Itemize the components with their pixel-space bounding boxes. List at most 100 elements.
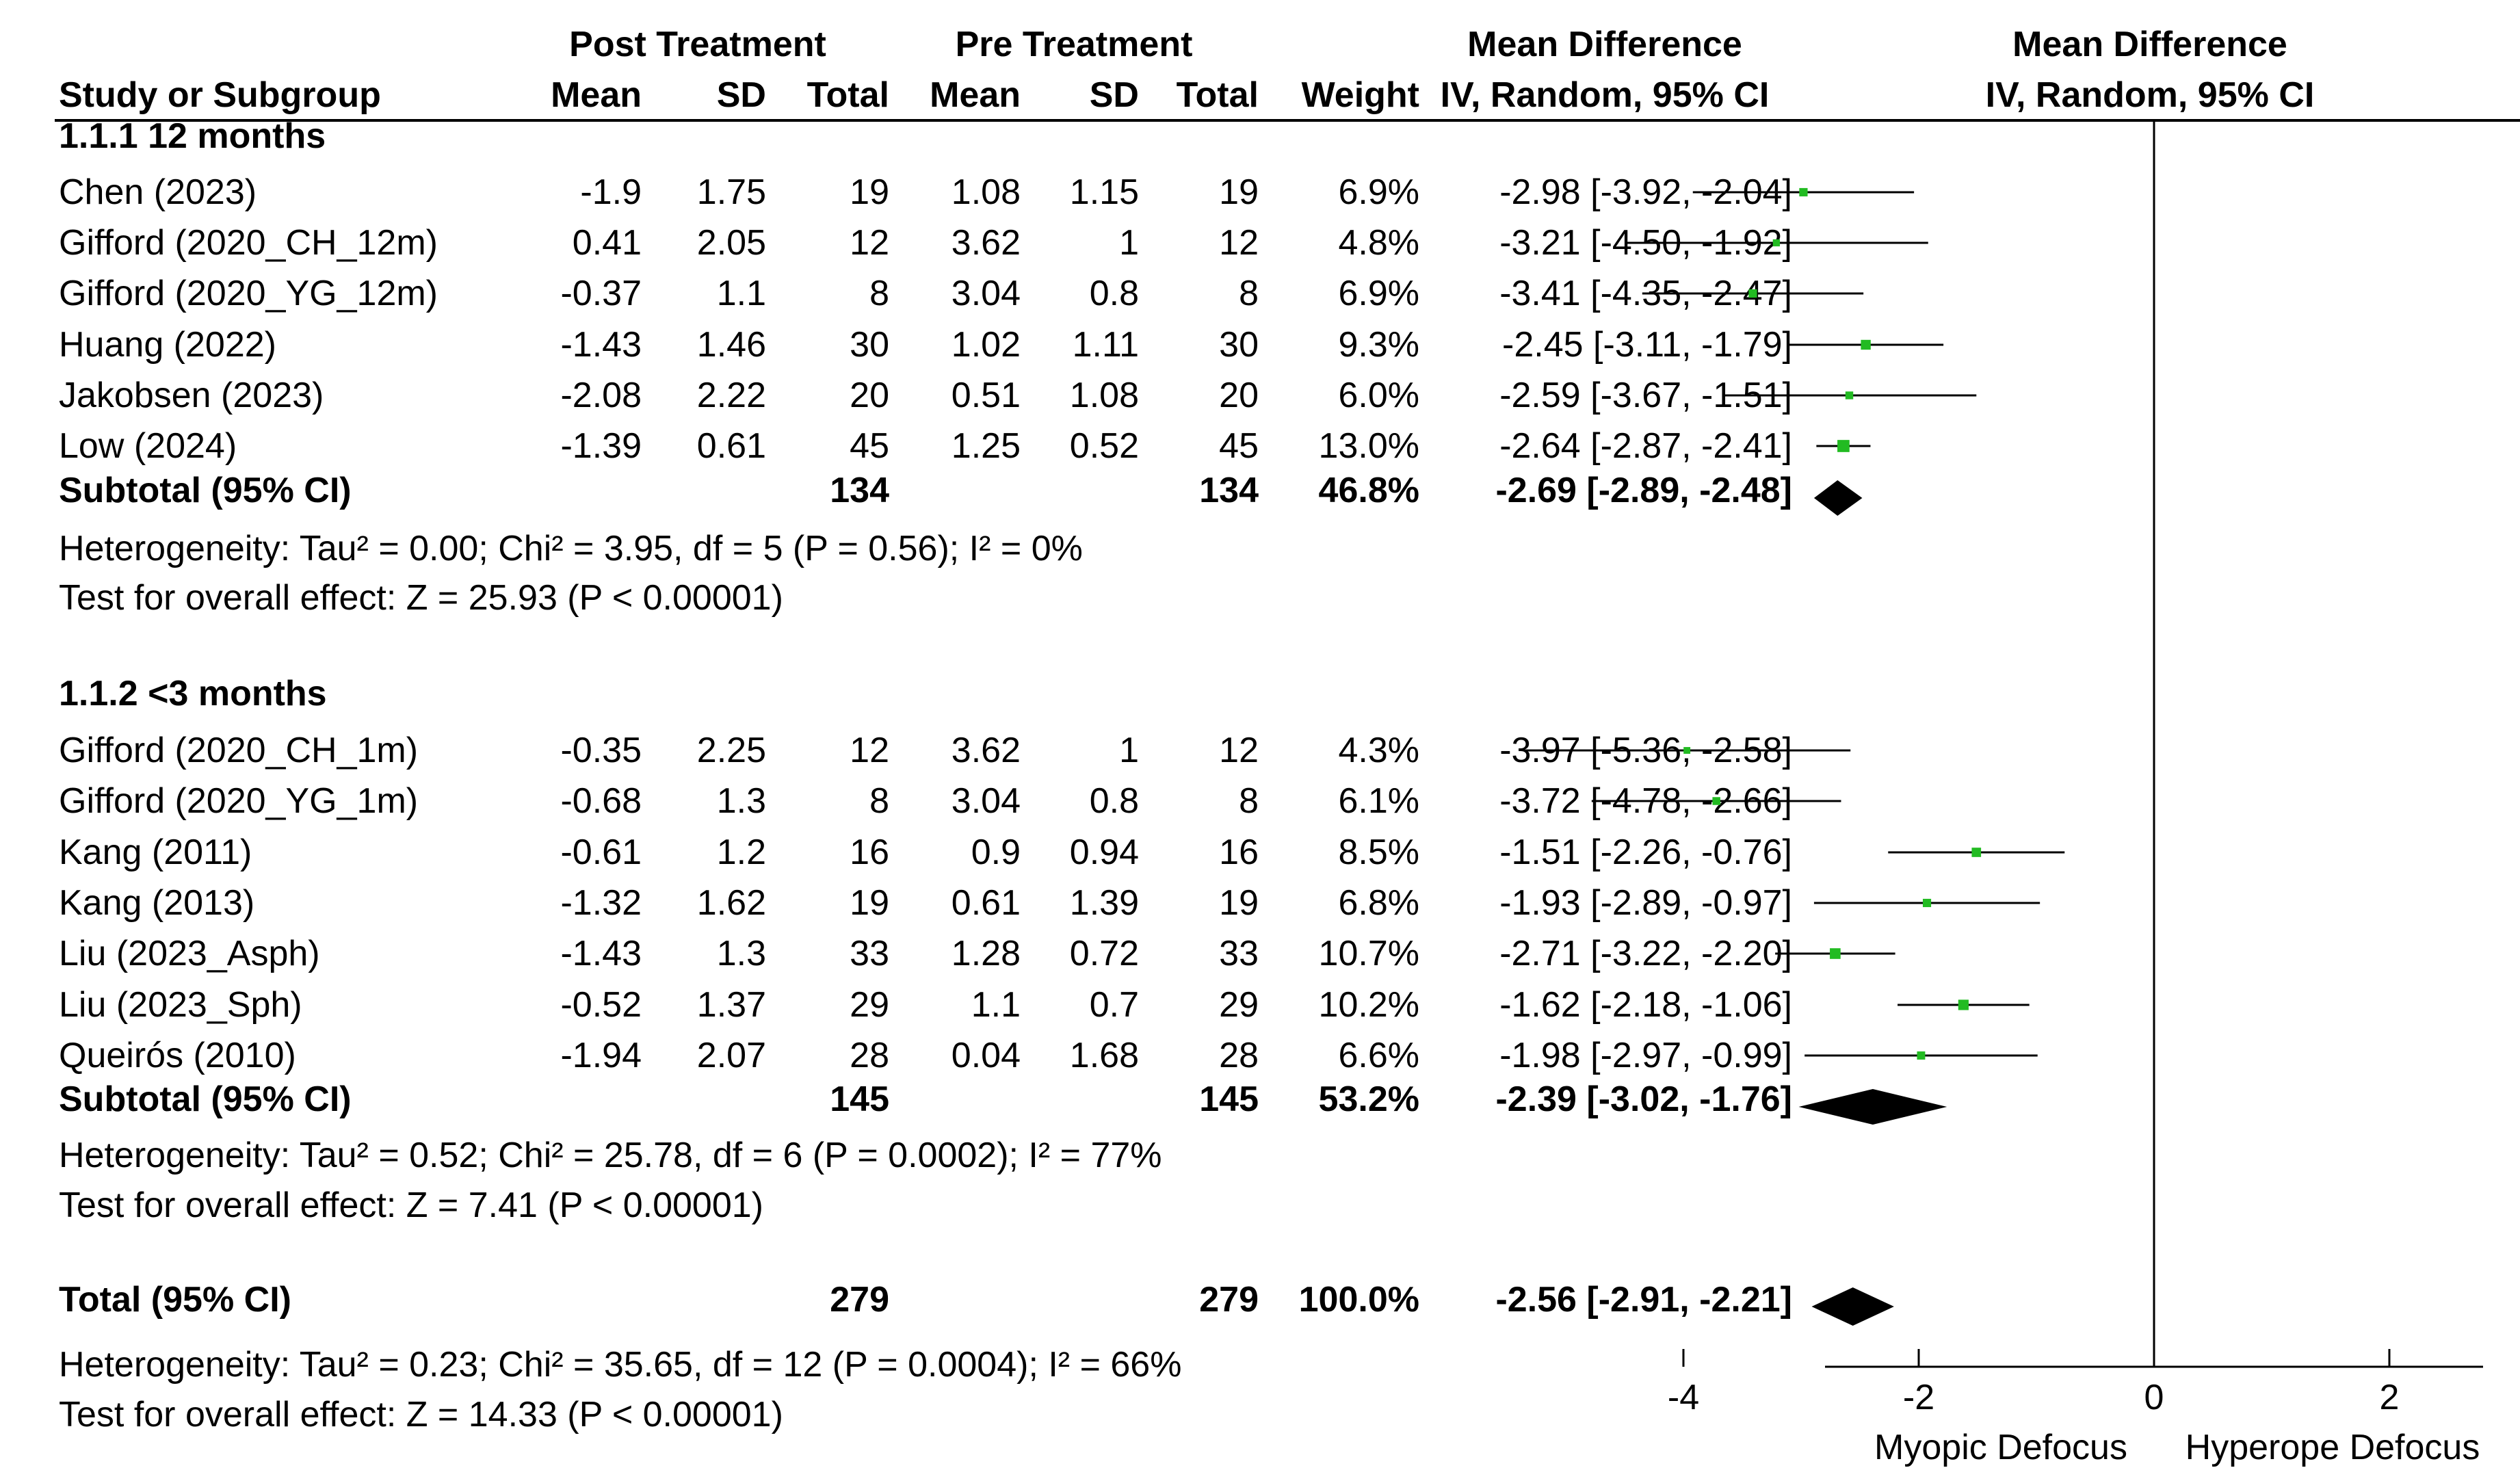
effect-square — [1712, 797, 1720, 805]
weight-value: 4.3% — [1338, 731, 1419, 770]
study-name: Kang (2013) — [59, 883, 254, 923]
post-mean-value: -1.9 — [580, 172, 642, 212]
pre-total-value: 45 — [1219, 426, 1259, 466]
study-name: Liu (2023_Sph) — [59, 985, 302, 1025]
pre-sd-value: 1 — [1119, 223, 1139, 263]
pre-total-value: 12 — [1219, 731, 1259, 770]
study-name: Jakobsen (2023) — [59, 376, 324, 415]
pre-mean-value: 1.28 — [951, 934, 1021, 973]
md-ci-value: -2.45 [-3.11, -1.79] — [1502, 325, 1792, 365]
pre-treatment-header: Pre Treatment — [956, 25, 1193, 64]
pre-sd-value: 1.68 — [1070, 1036, 1139, 1075]
pre-total-value: 8 — [1239, 274, 1259, 313]
total-diamond — [1811, 1287, 1894, 1326]
post-total-value: 33 — [850, 934, 889, 973]
effect-square — [1845, 391, 1854, 399]
pre-sd-value: 0.7 — [1090, 985, 1139, 1025]
post-total-value: 19 — [850, 172, 889, 212]
weight-header: Weight — [1302, 75, 1419, 115]
md-ci-value: -2.64 [-2.87, -2.41] — [1499, 426, 1792, 466]
post-sd-value: 1.37 — [697, 985, 766, 1025]
pre-mean-value: 0.61 — [951, 883, 1021, 923]
post-sd-value: 1.46 — [697, 325, 766, 365]
study-name: Gifford (2020_YG_12m) — [59, 274, 438, 313]
pre-mean-value: 1.02 — [951, 325, 1021, 365]
heterogeneity-text: Heterogeneity: Tau² = 0.52; Chi² = 25.78… — [59, 1136, 1162, 1175]
study-name: Chen (2023) — [59, 172, 257, 212]
post-sd-value: 2.25 — [697, 731, 766, 770]
total-weight: 100.0% — [1299, 1280, 1419, 1320]
subtotal-ci: -2.39 [-3.02, -1.76] — [1495, 1079, 1792, 1119]
post-mean-value: -1.43 — [560, 934, 642, 973]
pre-sd-value: 1.11 — [1073, 325, 1139, 365]
post-total-value: 29 — [850, 985, 889, 1025]
weight-value: 9.3% — [1338, 325, 1419, 365]
pre-sd-value: 1.15 — [1070, 172, 1139, 212]
study-name: Gifford (2020_CH_1m) — [59, 731, 418, 770]
pre-mean-value: 3.04 — [951, 274, 1021, 313]
post-total-value: 16 — [850, 833, 889, 872]
total-label: Total (95% CI) — [59, 1280, 291, 1320]
total-pre-total: 279 — [1199, 1280, 1259, 1320]
post-sd-value: 2.05 — [697, 223, 766, 263]
subtotal-pre-total: 134 — [1199, 471, 1259, 510]
post-mean-value: -1.39 — [560, 426, 642, 466]
overall-effect-text: Test for overall effect: Z = 25.93 (P < … — [59, 578, 783, 618]
heterogeneity-text: Heterogeneity: Tau² = 0.00; Chi² = 3.95,… — [59, 529, 1083, 568]
post-sd-value: 1.1 — [717, 274, 766, 313]
post-total-value: 12 — [850, 223, 889, 263]
post-mean-value: -0.37 — [560, 274, 642, 313]
post-mean-header: Mean — [551, 75, 642, 115]
pre-sd-header: SD — [1090, 75, 1139, 115]
pre-mean-value: 1.08 — [951, 172, 1021, 212]
pre-total-value: 19 — [1219, 172, 1259, 212]
weight-value: 6.6% — [1338, 1036, 1419, 1075]
pre-mean-value: 0.9 — [971, 833, 1021, 872]
weight-value: 8.5% — [1338, 833, 1419, 872]
pre-total-value: 16 — [1219, 833, 1259, 872]
total-post-total: 279 — [830, 1280, 889, 1320]
md-ci-value: -1.98 [-2.97, -0.99] — [1499, 1036, 1792, 1075]
post-sd-value: 0.61 — [697, 426, 766, 466]
pre-total-value: 30 — [1219, 325, 1259, 365]
md-ci-value: -1.51 [-2.26, -0.76] — [1499, 833, 1792, 872]
subtotal-weight: 53.2% — [1319, 1079, 1419, 1119]
effect-square — [1772, 239, 1781, 247]
pre-mean-header: Mean — [930, 75, 1021, 115]
x-axis-ticks: -4-2024 — [1668, 1349, 2399, 1417]
x-label-left: Myopic Defocus — [1874, 1428, 2127, 1467]
post-mean-value: -0.61 — [560, 833, 642, 872]
effect-square — [1799, 187, 1808, 197]
pre-mean-value: 0.04 — [951, 1036, 1021, 1075]
post-mean-value: -0.52 — [560, 985, 642, 1025]
post-sd-value: 1.62 — [697, 883, 766, 923]
post-mean-value: -0.35 — [560, 731, 642, 770]
weight-value: 6.0% — [1338, 376, 1419, 415]
pre-mean-value: 3.04 — [951, 781, 1021, 821]
pre-sd-value: 0.94 — [1070, 833, 1139, 872]
forest-rows: 1.1.1 12 months Chen (2023) -1.9 1.75 19 1.08… — [59, 116, 2065, 1434]
pre-total-value: 28 — [1219, 1036, 1259, 1075]
weight-value: 13.0% — [1319, 426, 1419, 466]
x-label-right: Hyperope Defocus — [2186, 1428, 2480, 1467]
weight-value: 10.2% — [1319, 985, 1419, 1025]
post-sd-value: 1.3 — [717, 934, 766, 973]
post-total-header: Total — [807, 75, 889, 115]
weight-value: 4.8% — [1338, 223, 1419, 263]
weight-value: 6.1% — [1338, 781, 1419, 821]
effect-square — [1683, 747, 1691, 754]
study-name: Queirós (2010) — [59, 1036, 296, 1075]
pre-total-value: 19 — [1219, 883, 1259, 923]
post-sd-value: 1.2 — [717, 833, 766, 872]
md-ci-value: -1.62 [-2.18, -1.06] — [1499, 985, 1792, 1025]
x-tick-label: -4 — [1668, 1378, 1699, 1417]
pre-mean-value: 1.25 — [951, 426, 1021, 466]
plot-header-method: IV, Random, 95% CI — [1986, 75, 2315, 115]
post-mean-value: -1.43 — [560, 325, 642, 365]
plot-header-title: Mean Difference — [2012, 25, 2287, 64]
pre-mean-value: 3.62 — [951, 223, 1021, 263]
effect-square — [1917, 1051, 1926, 1060]
subtotal-post-total: 134 — [830, 471, 889, 510]
subtotal-pre-total: 145 — [1199, 1079, 1259, 1119]
